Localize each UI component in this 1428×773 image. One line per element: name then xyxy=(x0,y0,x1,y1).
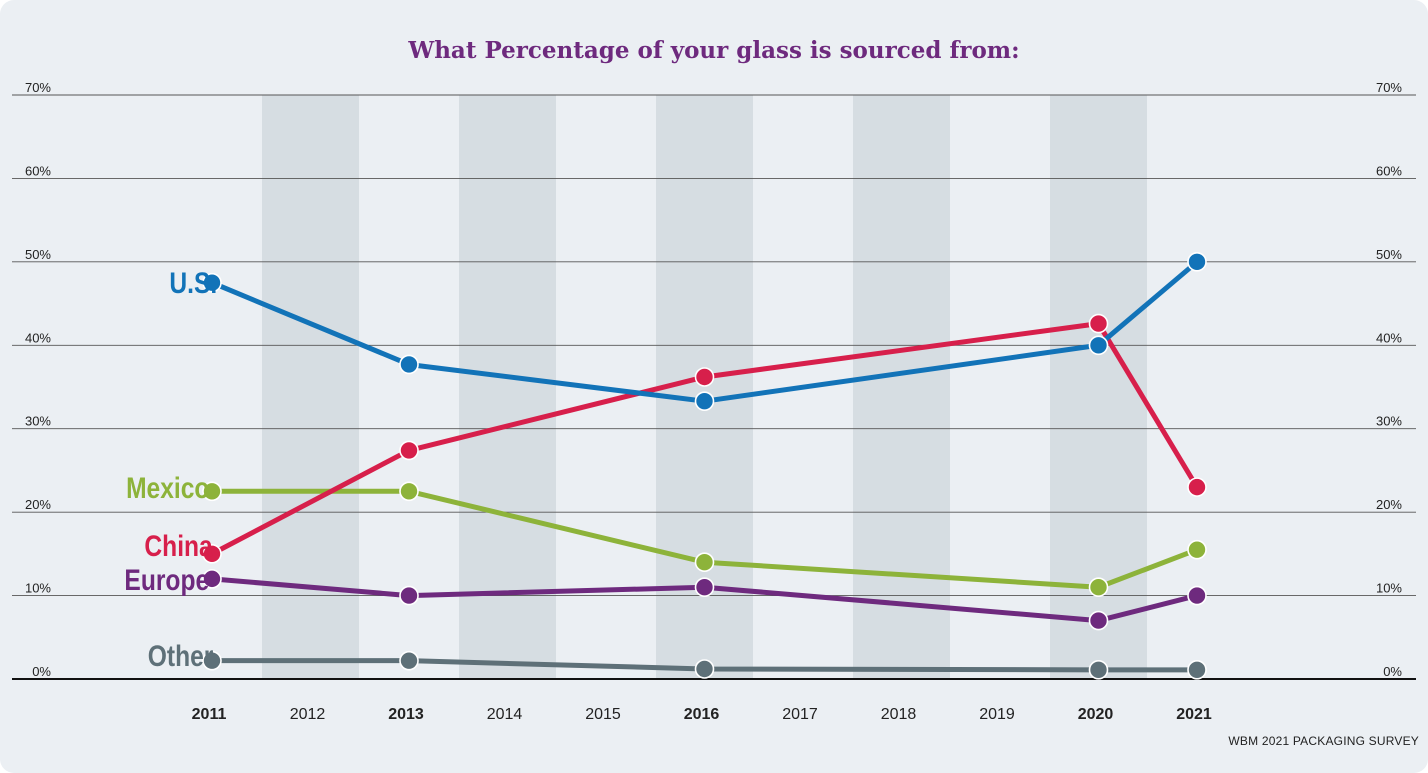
y-tick-label-right: 70% xyxy=(1376,80,1402,95)
data-point-mexico-2020 xyxy=(1088,577,1109,598)
x-tick-label-2011: 2011 xyxy=(192,706,227,723)
series-labels: U.S.U.S.ChinaChinaMexicoMexicoEuropeEuro… xyxy=(124,266,217,673)
shade-column-2018 xyxy=(853,95,950,679)
series-points xyxy=(202,252,1207,680)
y-tick-label-right: 0% xyxy=(1383,664,1402,679)
x-tick-label-2021: 2021 xyxy=(1176,706,1212,723)
x-tick-label-2019: 2019 xyxy=(979,706,1015,723)
data-point-mexico-2016 xyxy=(694,552,715,573)
data-point-us-2021 xyxy=(1187,252,1207,272)
x-tick-label-2013: 2013 xyxy=(388,706,424,723)
series-label-left-china: China xyxy=(144,529,213,563)
gridlines xyxy=(12,94,1416,680)
series-label-left-europe: Europe xyxy=(124,563,209,597)
y-tick-label-left: 20% xyxy=(25,497,51,512)
data-point-us-2020 xyxy=(1088,335,1109,356)
x-tick-label-2020: 2020 xyxy=(1078,706,1114,723)
shade-column-2014 xyxy=(459,95,556,679)
data-point-china-2020 xyxy=(1088,313,1109,334)
data-point-china-2013 xyxy=(399,440,419,461)
data-point-other-2016 xyxy=(694,659,715,679)
data-point-us-2011 xyxy=(202,272,222,293)
x-tick-label-2018: 2018 xyxy=(881,706,917,723)
data-point-mexico-2021 xyxy=(1187,539,1207,560)
data-point-europe-2011 xyxy=(202,569,222,589)
y-tick-label-left: 40% xyxy=(25,330,51,345)
y-tick-label-right: 30% xyxy=(1376,414,1402,429)
y-tick-label-right: 50% xyxy=(1376,247,1402,262)
data-point-china-2021 xyxy=(1187,477,1207,497)
y-tick-labels: 0% 0% 10% 10% 20% 20% 30% 30% 40% 40% 50% 50% 60% 60%… xyxy=(25,80,1402,679)
x-tick-label-2016: 2016 xyxy=(684,706,720,723)
y-tick-label-left: 0% xyxy=(32,664,51,679)
data-point-other-2020 xyxy=(1088,660,1109,680)
data-point-china-2016 xyxy=(694,367,715,387)
data-point-other-2011 xyxy=(202,650,222,671)
data-point-other-2013 xyxy=(399,650,419,671)
y-tick-label-right: 10% xyxy=(1376,581,1402,596)
y-tick-label-right: 20% xyxy=(1376,497,1402,512)
data-point-us-2013 xyxy=(399,354,419,375)
data-point-europe-2016 xyxy=(694,577,715,598)
series-label-left-mexico: Mexico xyxy=(126,471,209,505)
data-point-us-2016 xyxy=(694,391,715,411)
y-tick-label-left: 10% xyxy=(25,581,51,596)
y-tick-label-right: 40% xyxy=(1376,330,1402,345)
shade-column-2012 xyxy=(262,95,359,679)
y-tick-label-left: 30% xyxy=(25,414,51,429)
data-point-europe-2020 xyxy=(1088,610,1109,631)
chart-title: What Percentage of your glass is sourced… xyxy=(407,37,1019,64)
data-point-europe-2021 xyxy=(1187,585,1207,606)
data-point-mexico-2013 xyxy=(399,481,419,502)
x-tick-label-2017: 2017 xyxy=(782,706,818,723)
x-tick-label-2015: 2015 xyxy=(585,706,621,723)
data-point-mexico-2011 xyxy=(202,481,222,502)
data-point-europe-2013 xyxy=(399,585,419,606)
x-tick-labels: 2011 2012 2013 2014 2015 2016 2017 2018 2019 2020… xyxy=(192,706,1212,723)
series-label-left-us: U.S. xyxy=(169,266,217,300)
x-tick-label-2014: 2014 xyxy=(487,706,523,723)
data-point-china-2011 xyxy=(202,544,222,564)
x-tick-label-2012: 2012 xyxy=(290,706,326,723)
y-tick-label-left: 60% xyxy=(25,163,51,178)
y-tick-label-left: 70% xyxy=(25,80,51,95)
y-tick-label-left: 50% xyxy=(25,247,51,262)
chart-source: WBM 2021 PACKAGING SURVEY xyxy=(1228,734,1419,748)
series-label-left-other: Other xyxy=(148,639,214,673)
data-point-other-2021 xyxy=(1187,660,1207,680)
y-tick-label-right: 60% xyxy=(1376,163,1402,178)
